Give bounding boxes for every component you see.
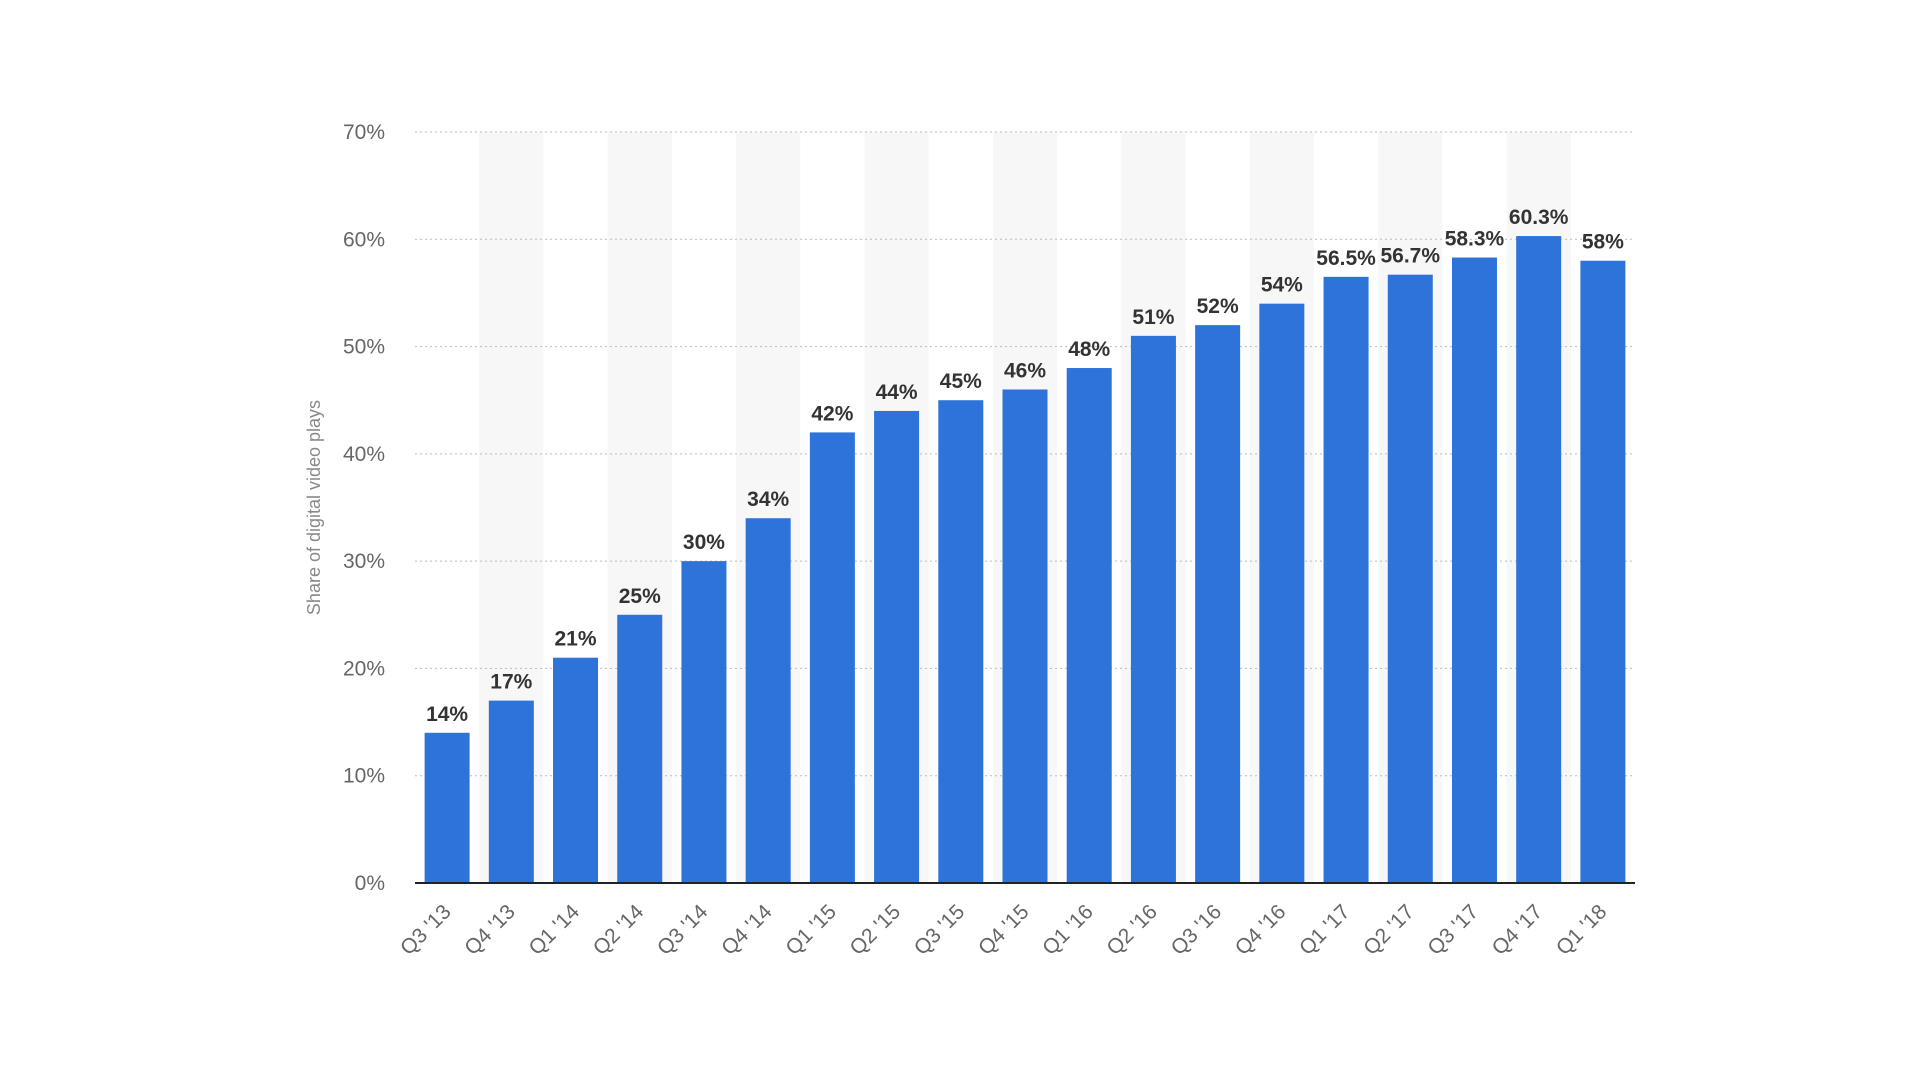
x-tick-label: Q4 '13 (460, 900, 520, 960)
data-label: 56.7% (1380, 245, 1440, 268)
x-tick-label: Q4 '15 (974, 900, 1034, 960)
bar[interactable] (1259, 303, 1305, 884)
bar[interactable] (1130, 335, 1176, 883)
y-axis-label: Share of digital video plays (304, 400, 324, 615)
data-label: 30% (683, 531, 725, 554)
bar[interactable] (1516, 236, 1562, 883)
x-tick-label: Q1 '14 (525, 900, 585, 960)
data-label: 45% (940, 370, 982, 393)
bar[interactable] (1387, 274, 1433, 883)
y-tick-label: 0% (355, 872, 385, 895)
data-label: 60.3% (1509, 206, 1569, 229)
x-tick-label: Q4 '16 (1231, 900, 1291, 960)
data-label: 46% (1004, 359, 1046, 382)
bar[interactable] (1002, 389, 1048, 883)
y-tick-label: 50% (343, 336, 385, 359)
y-tick-label: 70% (343, 121, 385, 144)
x-tick-label: Q1 '17 (1295, 900, 1355, 960)
x-tick-label: Q3 '15 (910, 900, 970, 960)
data-label: 44% (876, 381, 918, 404)
x-tick-label: Q3 '16 (1167, 900, 1227, 960)
bar[interactable] (488, 700, 534, 883)
bar[interactable] (617, 614, 663, 883)
bar[interactable] (1323, 276, 1369, 884)
data-label: 58% (1582, 231, 1624, 254)
x-tick-label: Q1 '18 (1552, 900, 1612, 960)
bar[interactable] (553, 657, 599, 883)
x-axis-ticks: Q3 '13 Q4 '13 Q1 '14 Q2 '14 Q3 '14 Q4 '14 Q1 '… (396, 900, 1611, 960)
y-tick-label: 30% (343, 550, 385, 573)
bar[interactable] (938, 400, 984, 883)
data-label: 17% (490, 671, 532, 694)
y-axis-ticks: 0% 10% 20% 30% 40% 50% 60% 70% (343, 121, 385, 895)
data-label: 56.5% (1316, 247, 1376, 270)
bar[interactable] (1451, 257, 1497, 883)
bars (424, 236, 1626, 884)
x-tick-label: Q2 '14 (589, 900, 649, 960)
x-tick-label: Q4 '17 (1488, 900, 1548, 960)
data-label: 52% (1197, 295, 1239, 318)
x-tick-label: Q3 '14 (653, 900, 713, 960)
x-tick-label: Q2 '15 (846, 900, 906, 960)
data-label: 58.3% (1445, 228, 1505, 251)
bar[interactable] (1195, 325, 1241, 884)
data-label: 25% (619, 585, 661, 608)
data-label: 48% (1068, 338, 1110, 361)
x-tick-label: Q3 '17 (1423, 900, 1483, 960)
x-tick-label: Q1 '15 (781, 900, 841, 960)
data-label: 51% (1132, 306, 1174, 329)
bar[interactable] (745, 518, 791, 883)
bar[interactable] (874, 410, 920, 883)
y-tick-label: 20% (343, 657, 385, 680)
data-label: 14% (426, 703, 468, 726)
y-tick-label: 40% (343, 443, 385, 466)
bar[interactable] (1066, 368, 1112, 883)
y-tick-label: 60% (343, 228, 385, 251)
bar[interactable] (809, 432, 855, 883)
data-label: 21% (555, 628, 597, 651)
bar[interactable] (1580, 260, 1626, 883)
x-tick-label: Q3 '13 (396, 900, 456, 960)
data-label: 42% (811, 402, 853, 425)
x-tick-label: Q4 '14 (717, 900, 777, 960)
x-tick-label: Q2 '16 (1102, 900, 1162, 960)
bar[interactable] (424, 732, 470, 883)
x-tick-label: Q2 '17 (1359, 900, 1419, 960)
x-tick-label: Q1 '16 (1038, 900, 1098, 960)
bar[interactable] (681, 561, 727, 883)
y-tick-label: 10% (343, 765, 385, 788)
data-label: 54% (1261, 274, 1303, 297)
data-labels: 14% 17% 21% 25% 30% 34% 42% 44% 45% 46% 48% 51% 52% 5… (426, 206, 1624, 726)
data-label: 34% (747, 488, 789, 511)
